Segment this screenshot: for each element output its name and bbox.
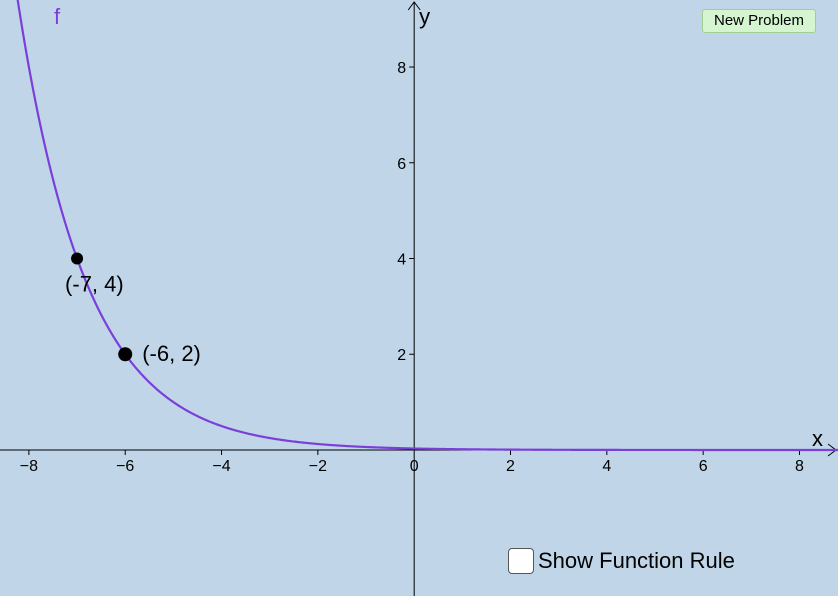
y-tick-label: 4 (397, 252, 406, 269)
y-tick-label: 8 (397, 60, 406, 77)
show-function-rule-checkbox[interactable] (508, 548, 534, 574)
x-tick-label: −4 (212, 458, 230, 475)
x-tick-label: 2 (506, 458, 515, 475)
function-curve[interactable] (12, 0, 838, 452)
x-tick-label: 6 (699, 458, 708, 475)
x-tick-label: 8 (795, 458, 804, 475)
x-tick-label: −6 (116, 458, 134, 475)
point-marker[interactable] (118, 347, 133, 362)
x-tick-label: 0 (410, 458, 419, 475)
y-tick-marks: 2 4 6 8 (397, 60, 415, 364)
point-marker[interactable] (71, 252, 84, 265)
show-function-rule-toggle[interactable]: Show Function Rule (508, 546, 735, 576)
point-label: (-7, 4) (65, 272, 124, 297)
new-problem-button[interactable]: New Problem (702, 9, 816, 33)
x-tick-label: −2 (309, 458, 327, 475)
y-axis-arrow (407, 1, 421, 11)
show-function-rule-label: Show Function Rule (538, 548, 735, 573)
point-label: (-6, 2) (142, 341, 201, 366)
x-axis-label: x (812, 426, 823, 451)
y-tick-label: 6 (397, 156, 406, 173)
function-label: f (54, 4, 61, 29)
y-axis-label: y (419, 4, 430, 29)
x-tick-label: 4 (602, 458, 611, 475)
y-tick-label: 2 (397, 347, 406, 364)
x-tick-label: −8 (20, 458, 38, 475)
x-tick-marks: −8 −6 −4 −2 0 2 4 6 8 (20, 449, 804, 475)
points-layer: (-7, 4) (-6, 2) (65, 252, 201, 366)
